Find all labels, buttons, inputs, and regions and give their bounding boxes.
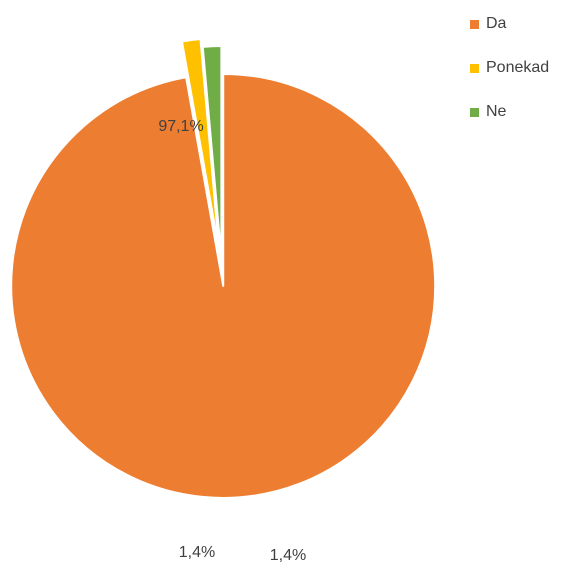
legend-label-da: Da xyxy=(486,15,507,32)
pie-slice-ne xyxy=(201,45,223,260)
legend-swatch-da xyxy=(470,19,479,29)
legend-label-ne: Ne xyxy=(486,103,507,120)
pie-slices xyxy=(10,38,437,499)
data-label-ponekad: 1,4% xyxy=(270,547,306,564)
pie-data-labels: 97,1% 1,4% 1,4% xyxy=(158,118,306,564)
legend-swatch-ponekad xyxy=(470,63,479,73)
legend-swatch-ne xyxy=(470,107,479,117)
legend: Da Ponekad Ne xyxy=(470,14,549,146)
data-label-ne: 1,4% xyxy=(179,544,215,561)
pie-slice-ponekad xyxy=(180,38,221,252)
legend-label-ponekad: Ponekad xyxy=(486,59,550,76)
pie-slice-da xyxy=(10,72,437,499)
legend-item-ponekad: Ponekad xyxy=(470,58,549,78)
data-label-da: 97,1% xyxy=(158,118,203,135)
legend-item-ne: Ne xyxy=(470,102,549,122)
legend-item-da: Da xyxy=(470,14,549,34)
